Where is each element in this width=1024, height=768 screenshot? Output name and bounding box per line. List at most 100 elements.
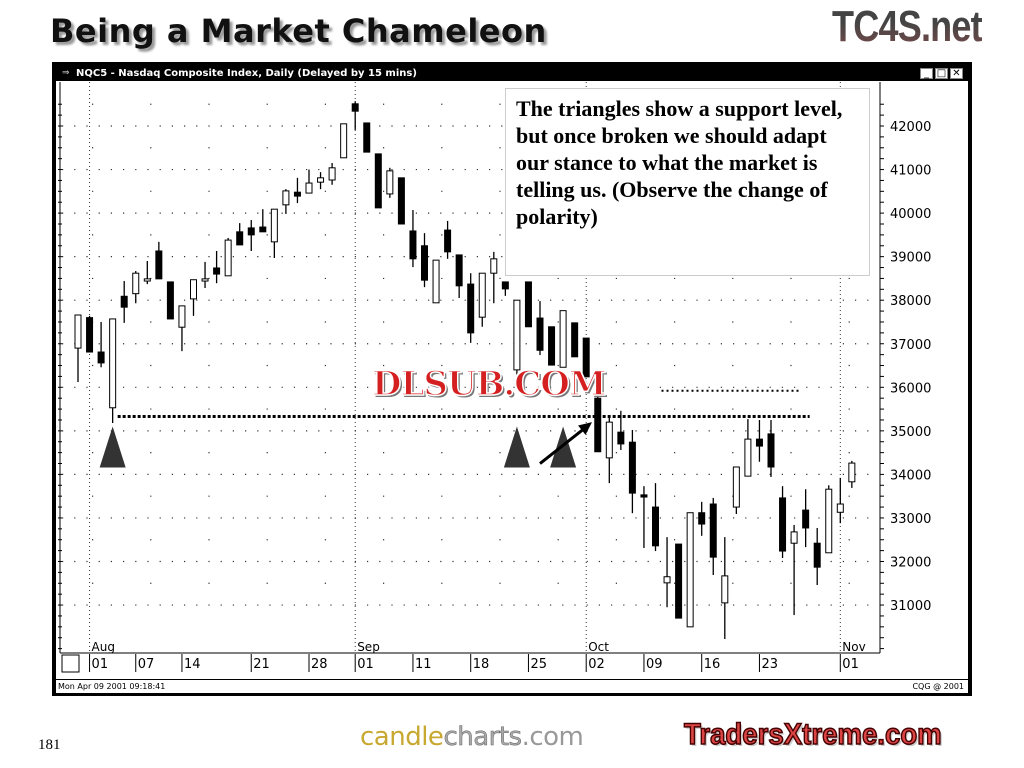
- price-label: 39000: [890, 251, 931, 266]
- candle-up: [190, 279, 197, 300]
- status-timestamp: Mon Apr 09 2001 09:18:41: [58, 682, 166, 691]
- annotation-box: The triangles show a support level, but …: [505, 88, 870, 276]
- date-label: 07: [138, 657, 155, 672]
- candle-down: [536, 317, 544, 351]
- slide-title: Being a Market Chameleon: [50, 12, 547, 50]
- price-label: 38000: [890, 294, 931, 309]
- status-bar: Mon Apr 09 2001 09:18:41 CQG @ 2001: [56, 679, 968, 693]
- date-label: 25: [530, 657, 547, 672]
- candle-up: [317, 177, 325, 183]
- candle-up: [432, 259, 440, 304]
- candle-up: [825, 488, 833, 554]
- candle-down: [709, 503, 717, 558]
- candle-up: [74, 314, 82, 349]
- candle-down: [617, 431, 625, 445]
- candlecharts-logo: candlecharts.com: [360, 722, 584, 753]
- candle-up: [732, 466, 740, 508]
- price-label: 35000: [890, 425, 931, 440]
- candle-down: [397, 177, 405, 225]
- candle-down: [247, 227, 255, 236]
- date-label: 14: [184, 657, 201, 672]
- candle-up: [282, 190, 290, 206]
- candle-down: [86, 317, 94, 353]
- price-label: 33000: [890, 512, 931, 527]
- candle-up: [132, 272, 140, 295]
- price-label: 36000: [890, 381, 931, 396]
- window-menu-icon[interactable]: ⇒: [62, 68, 70, 78]
- candle-up: [686, 512, 694, 628]
- month-label: Nov: [842, 640, 865, 654]
- candle-up: [490, 258, 498, 274]
- candle-up: [178, 305, 186, 328]
- month-label: Sep: [357, 640, 380, 654]
- candle-down: [548, 326, 556, 366]
- candle-up: [744, 438, 752, 477]
- candle-down: [236, 231, 244, 246]
- window-title: NQC5 - Nasdaq Composite Index, Daily (De…: [76, 68, 417, 79]
- candle-up: [224, 239, 232, 277]
- candle-down: [628, 441, 636, 494]
- candle-down: [293, 191, 301, 197]
- candle-down: [501, 281, 509, 290]
- support-triangle: [99, 426, 126, 468]
- candle-up: [340, 123, 348, 159]
- candle-down: [571, 322, 579, 358]
- tradersxtreme-logo: TradersXtreme.com: [683, 717, 942, 752]
- date-label: 11: [415, 657, 432, 672]
- candle-up: [478, 272, 486, 318]
- candle-down: [594, 397, 602, 453]
- month-label: Oct: [588, 640, 609, 654]
- close-button[interactable]: ✕: [950, 68, 963, 79]
- date-label: 23: [761, 657, 778, 672]
- status-copyright: CQG @ 2001: [912, 682, 964, 691]
- candle-down: [363, 122, 371, 153]
- candle-down: [351, 103, 359, 112]
- price-label: 42000: [890, 120, 931, 135]
- date-label: 02: [588, 657, 605, 672]
- candle-down: [582, 337, 590, 378]
- candle-up: [270, 208, 278, 243]
- date-label: 09: [646, 657, 663, 672]
- maximize-button[interactable]: □: [935, 68, 948, 79]
- date-label: 01: [92, 657, 109, 672]
- candle-down: [779, 497, 787, 552]
- candle-down: [802, 509, 810, 529]
- candle-down: [409, 230, 417, 260]
- candle-down: [524, 281, 532, 328]
- date-label: 28: [311, 657, 328, 672]
- price-label: 34000: [890, 468, 931, 483]
- candle-down: [455, 254, 463, 287]
- candle-down: [640, 494, 648, 498]
- candle-up: [836, 503, 844, 513]
- arrow-head: [578, 422, 592, 435]
- candle-down: [813, 542, 821, 568]
- candle-up: [663, 576, 671, 584]
- candle-down: [166, 281, 174, 320]
- candle-down: [755, 438, 763, 447]
- candle-down: [97, 351, 105, 364]
- candle-down: [675, 543, 683, 619]
- month-label: Aug: [92, 640, 115, 654]
- date-label: 01: [842, 657, 859, 672]
- candle-down: [421, 245, 428, 281]
- candle-down: [259, 226, 267, 233]
- candle-down: [767, 433, 775, 468]
- chart-window: ⇒ NQC5 - Nasdaq Composite Index, Daily (…: [52, 62, 972, 696]
- candle-down: [120, 295, 128, 308]
- candle-up: [328, 167, 336, 181]
- price-label: 32000: [890, 556, 931, 571]
- price-label: 37000: [890, 338, 931, 353]
- date-label: 16: [704, 657, 721, 672]
- candle-up: [721, 575, 729, 604]
- price-label: 41000: [890, 164, 931, 179]
- candle-down: [213, 267, 221, 275]
- date-label: 01: [357, 657, 374, 672]
- candle-down: [374, 153, 382, 209]
- candle-up: [386, 170, 394, 195]
- tc4s-logo: TC4S.net: [832, 2, 983, 51]
- price-label: 31000: [890, 599, 931, 614]
- minimize-button[interactable]: _: [920, 68, 933, 79]
- candle-down: [444, 229, 452, 253]
- candle-down: [652, 506, 659, 547]
